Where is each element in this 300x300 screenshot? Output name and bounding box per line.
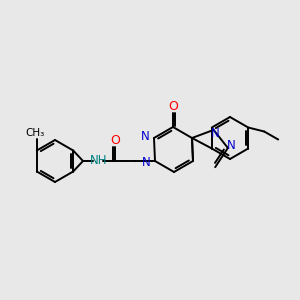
- Text: N: N: [142, 155, 151, 169]
- Text: CH₃: CH₃: [25, 128, 44, 137]
- Text: N: N: [141, 130, 150, 143]
- Text: O: O: [168, 100, 178, 113]
- Text: O: O: [110, 134, 120, 148]
- Text: N: N: [226, 140, 235, 152]
- Text: NH: NH: [90, 154, 108, 166]
- Text: N: N: [211, 128, 220, 140]
